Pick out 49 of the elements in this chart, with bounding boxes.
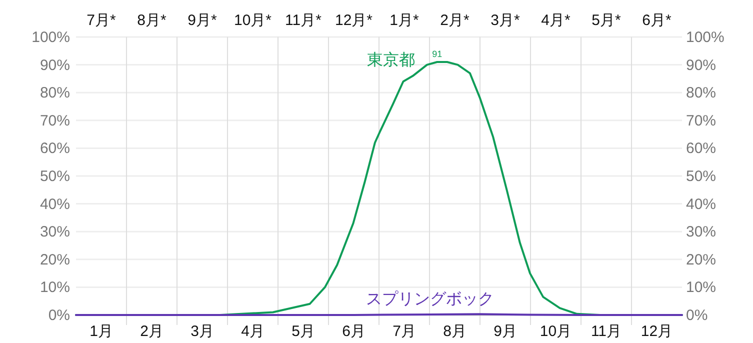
x-tick-label: 9月 [494,323,517,340]
y2-tick-label: 70% [686,112,716,130]
series-label: 東京都 [367,51,416,70]
text: 9月* [188,12,217,29]
x-tick-label: 10月 [540,323,572,340]
x-tick-label: 3月 [190,323,214,340]
text: 7月* [86,12,116,29]
y-tick-label: 90% [40,56,70,74]
text: 5月* [592,12,621,29]
y-tick-label: 40% [40,196,70,213]
series-label: スプリングボック [366,290,494,308]
annotation: 91 [432,49,442,60]
y-tick-label: 100% [32,29,70,46]
text: 12月* [334,12,373,29]
text: 6月* [642,12,672,29]
y2-tick-label: 90% [686,56,716,74]
x-tick-label: 8月 [443,323,466,340]
y-tick-label: 30% [40,224,70,241]
y2-tick-label: 10% [686,279,716,296]
text: 2月* [440,12,470,29]
x-tick-label: 4月 [241,323,264,340]
text: 10月* [234,12,272,29]
y2-tick-label: 20% [686,251,716,268]
x-tick-label: 11月 [590,323,622,340]
x-tick-label: 2月 [140,323,164,340]
y-tick-label: 70% [40,112,70,130]
y2-tick-label: 0% [686,307,708,324]
y-tick-label: 0% [48,307,70,324]
y2-tick-label: 80% [686,84,716,102]
y2-tick-label: 40% [686,196,716,213]
x-tick-label: 5月 [292,323,315,340]
y2-tick-label: 60% [686,140,716,158]
text: 1月* [390,12,419,29]
x-tick-label: 7月 [392,323,416,340]
text: 11月* [285,12,322,29]
y-tick-label: 10% [40,279,70,296]
x-tick-label: 12月 [640,323,673,340]
text: 3月* [490,12,520,29]
text: 8月* [137,12,166,29]
y-tick-label: 50% [40,168,70,185]
y2-tick-label: 100% [686,29,724,46]
x-tick-label: 6月 [342,323,366,340]
text: 4月* [541,12,570,29]
y-tick-label: 60% [40,140,70,158]
y-tick-label: 20% [40,251,70,268]
y2-tick-label: 30% [686,224,716,241]
x-tick-label: 1月 [90,323,113,340]
y2-tick-label: 50% [686,168,716,185]
y-tick-label: 80% [40,84,70,102]
